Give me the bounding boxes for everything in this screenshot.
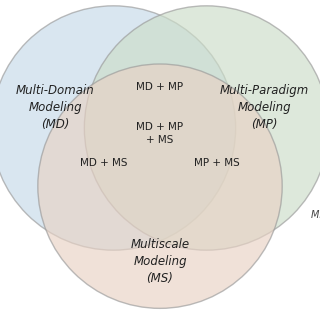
Text: Multi-Domain
Modeling
(MD): Multi-Domain Modeling (MD) bbox=[16, 84, 95, 131]
Text: MP + MS: MP + MS bbox=[194, 158, 240, 168]
Text: Multi-Paradigm
Modeling
(MP): Multi-Paradigm Modeling (MP) bbox=[220, 84, 309, 131]
Text: MD + MP
+ MS: MD + MP + MS bbox=[136, 122, 184, 145]
Circle shape bbox=[0, 6, 236, 250]
Circle shape bbox=[38, 64, 282, 308]
Text: MD + M: MD + M bbox=[311, 210, 320, 220]
Text: MD + MP: MD + MP bbox=[136, 82, 184, 92]
Text: Multiscale
Modeling
(MS): Multiscale Modeling (MS) bbox=[131, 238, 189, 285]
Circle shape bbox=[84, 6, 320, 250]
Text: MD + MS: MD + MS bbox=[80, 158, 127, 168]
